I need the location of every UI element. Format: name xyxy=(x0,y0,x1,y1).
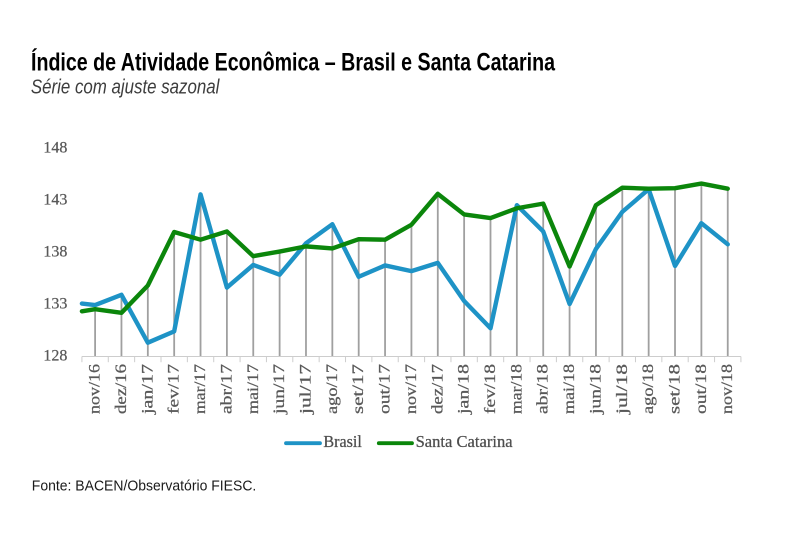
svg-text:jan/17: jan/17 xyxy=(139,364,156,416)
svg-text:nov/17: nov/17 xyxy=(403,364,420,414)
svg-text:fev/17: fev/17 xyxy=(166,364,183,414)
svg-text:mai/17: mai/17 xyxy=(245,364,262,414)
svg-text:abr/17: abr/17 xyxy=(218,364,235,414)
svg-text:mai/18: mai/18 xyxy=(561,364,578,414)
svg-text:Série com ajuste sazonal: Série com ajuste sazonal xyxy=(31,77,220,99)
svg-text:jun/17: jun/17 xyxy=(271,364,288,416)
svg-text:set/17: set/17 xyxy=(350,364,367,414)
svg-text:abr/18: abr/18 xyxy=(535,364,552,414)
svg-text:Índice de Atividade Econômica: Índice de Atividade Econômica – Brasil e… xyxy=(31,49,555,77)
svg-text:Brasil: Brasil xyxy=(323,432,362,451)
svg-text:133: 133 xyxy=(43,296,67,313)
svg-text:mar/18: mar/18 xyxy=(508,364,525,414)
svg-text:dez/17: dez/17 xyxy=(429,364,446,414)
svg-text:Santa Catarina: Santa Catarina xyxy=(416,432,513,451)
svg-text:jul/18: jul/18 xyxy=(614,364,631,416)
svg-text:ago/17: ago/17 xyxy=(324,364,341,414)
svg-text:ago/18: ago/18 xyxy=(640,364,657,414)
svg-text:148: 148 xyxy=(43,139,67,156)
svg-text:jan/18: jan/18 xyxy=(456,364,473,416)
svg-text:out/18: out/18 xyxy=(693,364,710,414)
svg-text:mar/17: mar/17 xyxy=(192,364,209,414)
svg-text:nov/16: nov/16 xyxy=(87,364,104,414)
svg-text:jul/17: jul/17 xyxy=(297,364,314,416)
svg-text:128: 128 xyxy=(43,348,67,365)
svg-text:138: 138 xyxy=(43,244,67,261)
svg-text:fev/18: fev/18 xyxy=(482,364,499,414)
svg-text:Fonte: BACEN/Observatório FIES: Fonte: BACEN/Observatório FIESC. xyxy=(32,479,256,495)
svg-text:set/18: set/18 xyxy=(667,364,684,414)
svg-text:jun/18: jun/18 xyxy=(587,364,604,416)
svg-text:143: 143 xyxy=(43,191,67,208)
svg-text:nov/18: nov/18 xyxy=(719,364,736,414)
svg-text:dez/16: dez/16 xyxy=(113,364,130,414)
svg-text:out/17: out/17 xyxy=(377,364,394,414)
